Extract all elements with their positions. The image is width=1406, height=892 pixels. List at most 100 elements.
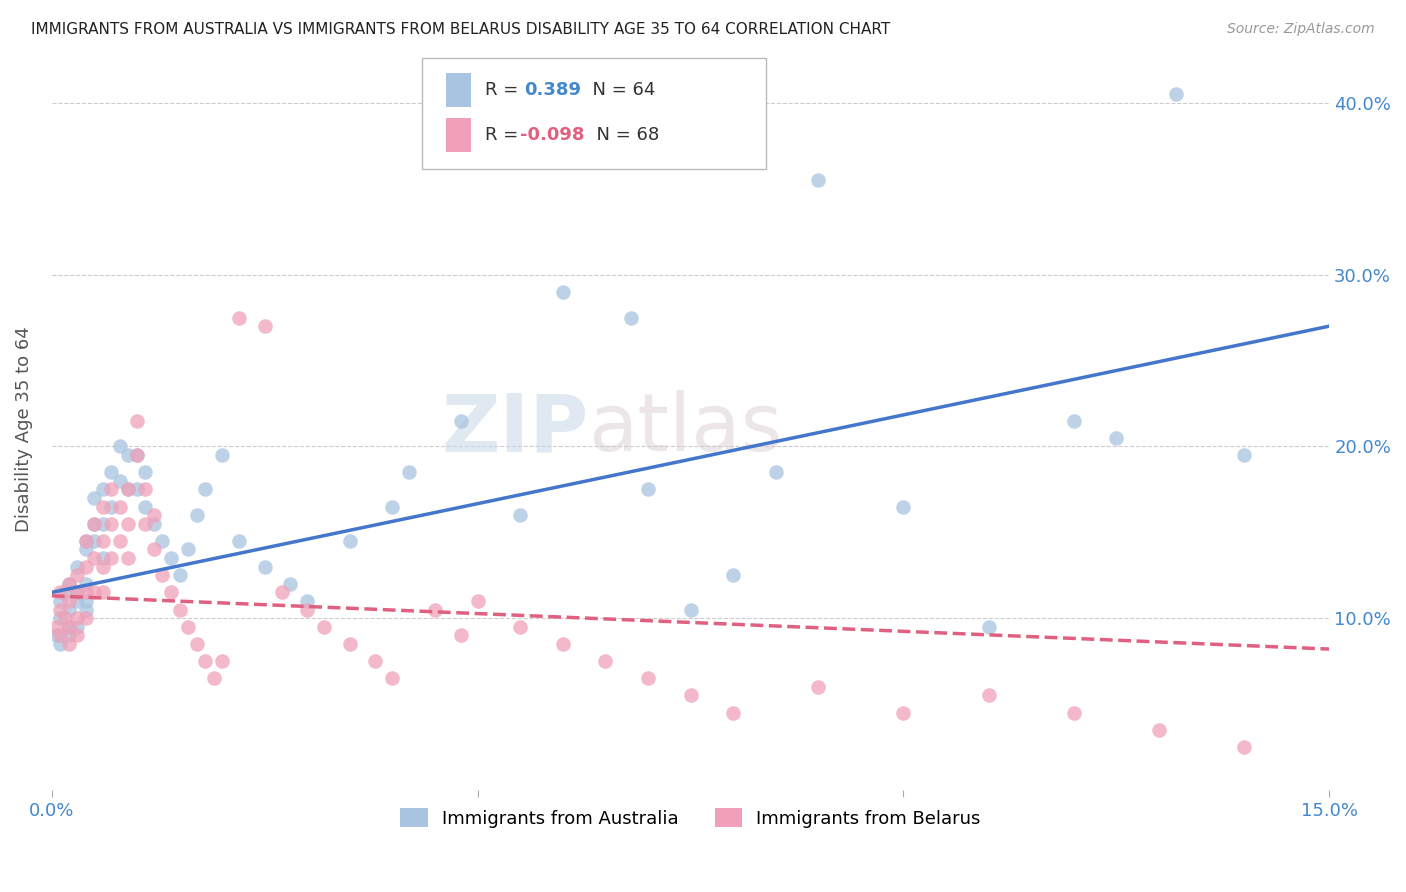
Point bbox=[620, 310, 643, 325]
Point bbox=[381, 671, 404, 685]
Point bbox=[142, 516, 165, 531]
Text: R =: R = bbox=[485, 81, 530, 99]
Point bbox=[45, 628, 67, 642]
Text: ZIP: ZIP bbox=[441, 390, 588, 468]
Point bbox=[765, 465, 787, 479]
Point bbox=[83, 533, 105, 548]
Point bbox=[108, 474, 131, 488]
Point bbox=[194, 483, 217, 497]
Point bbox=[270, 585, 292, 599]
Point bbox=[893, 706, 915, 720]
Point bbox=[75, 542, 97, 557]
Point bbox=[339, 637, 361, 651]
Point bbox=[58, 594, 80, 608]
Point bbox=[142, 542, 165, 557]
Point bbox=[134, 465, 156, 479]
Point bbox=[58, 602, 80, 616]
Point bbox=[117, 483, 139, 497]
Point bbox=[893, 500, 915, 514]
Point bbox=[91, 500, 114, 514]
Point bbox=[253, 319, 276, 334]
Point bbox=[169, 568, 191, 582]
Point bbox=[75, 533, 97, 548]
Point bbox=[381, 500, 404, 514]
Point bbox=[125, 448, 148, 462]
Point bbox=[75, 559, 97, 574]
Point bbox=[108, 533, 131, 548]
Point bbox=[49, 602, 72, 616]
Point bbox=[83, 551, 105, 566]
Point bbox=[49, 637, 72, 651]
Point bbox=[679, 602, 702, 616]
Point bbox=[100, 500, 122, 514]
Point bbox=[679, 689, 702, 703]
Point bbox=[91, 516, 114, 531]
Point bbox=[134, 516, 156, 531]
Point bbox=[100, 551, 122, 566]
Point bbox=[58, 628, 80, 642]
Point bbox=[75, 594, 97, 608]
Point bbox=[66, 628, 89, 642]
Point bbox=[1233, 739, 1256, 754]
Point bbox=[134, 483, 156, 497]
Point bbox=[1233, 448, 1256, 462]
Point bbox=[253, 559, 276, 574]
Point bbox=[75, 602, 97, 616]
Point bbox=[91, 559, 114, 574]
Point bbox=[177, 620, 200, 634]
Point bbox=[66, 585, 89, 599]
Point bbox=[58, 637, 80, 651]
Point bbox=[66, 620, 89, 634]
Text: atlas: atlas bbox=[588, 390, 783, 468]
Point bbox=[202, 671, 225, 685]
Point bbox=[177, 542, 200, 557]
Point bbox=[977, 689, 1000, 703]
Point bbox=[551, 637, 574, 651]
Point bbox=[278, 576, 301, 591]
Point bbox=[45, 620, 67, 634]
Point bbox=[152, 568, 174, 582]
Point bbox=[58, 576, 80, 591]
Point bbox=[509, 620, 531, 634]
Point bbox=[53, 611, 76, 625]
Point bbox=[108, 500, 131, 514]
Point bbox=[100, 483, 122, 497]
Point bbox=[228, 310, 250, 325]
Point bbox=[721, 568, 744, 582]
Point bbox=[467, 594, 489, 608]
Point bbox=[125, 414, 148, 428]
Legend: Immigrants from Australia, Immigrants from Belarus: Immigrants from Australia, Immigrants fr… bbox=[394, 801, 988, 835]
Point bbox=[297, 594, 319, 608]
Point bbox=[91, 483, 114, 497]
Point bbox=[339, 533, 361, 548]
Point bbox=[228, 533, 250, 548]
Point bbox=[1147, 723, 1170, 737]
Point bbox=[117, 551, 139, 566]
Point bbox=[83, 516, 105, 531]
Point bbox=[595, 654, 617, 668]
Point bbox=[160, 585, 183, 599]
Point bbox=[721, 706, 744, 720]
Point bbox=[169, 602, 191, 616]
Point bbox=[152, 533, 174, 548]
Point bbox=[211, 654, 233, 668]
Point bbox=[1063, 706, 1085, 720]
Point bbox=[66, 559, 89, 574]
Text: IMMIGRANTS FROM AUSTRALIA VS IMMIGRANTS FROM BELARUS DISABILITY AGE 35 TO 64 COR: IMMIGRANTS FROM AUSTRALIA VS IMMIGRANTS … bbox=[31, 22, 890, 37]
Point bbox=[186, 508, 208, 522]
Point bbox=[83, 491, 105, 505]
Point bbox=[807, 680, 830, 694]
Point bbox=[83, 516, 105, 531]
Point bbox=[91, 533, 114, 548]
Point bbox=[1105, 431, 1128, 445]
Point bbox=[423, 602, 446, 616]
Point bbox=[977, 620, 1000, 634]
Point bbox=[66, 611, 89, 625]
Point bbox=[364, 654, 387, 668]
Point bbox=[398, 465, 420, 479]
Point bbox=[66, 568, 89, 582]
Point bbox=[75, 576, 97, 591]
Y-axis label: Disability Age 35 to 64: Disability Age 35 to 64 bbox=[15, 326, 32, 533]
Point bbox=[66, 585, 89, 599]
Point bbox=[100, 516, 122, 531]
